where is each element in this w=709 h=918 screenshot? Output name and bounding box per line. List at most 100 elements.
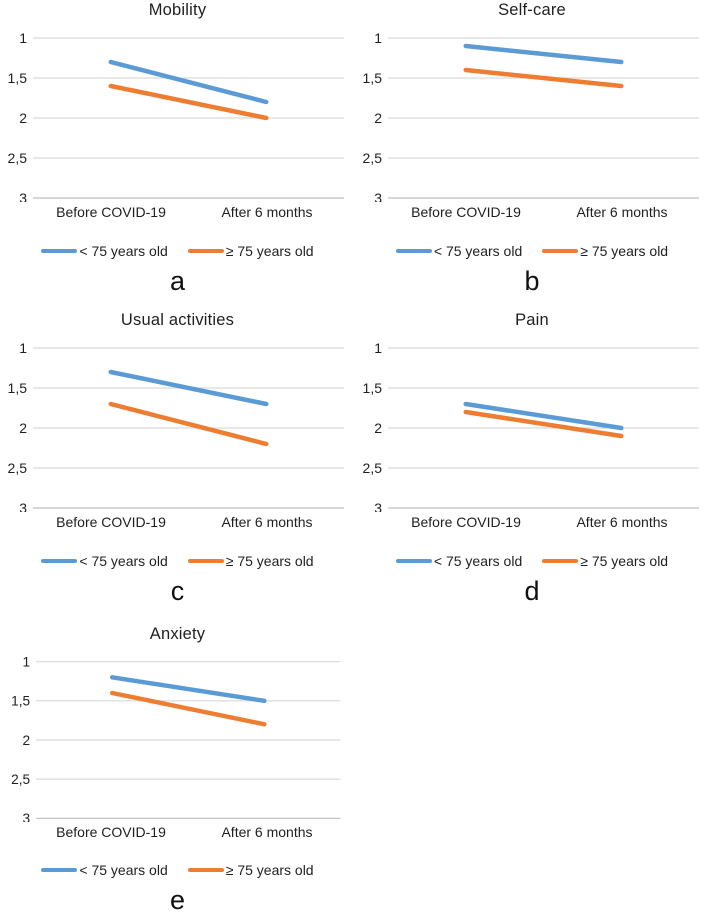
y-tick-label: 1 bbox=[19, 30, 27, 46]
x-category-label: After 6 months bbox=[221, 514, 313, 530]
y-tick-label: 2 bbox=[23, 732, 31, 747]
legend-label: ≥ 75 years old bbox=[580, 553, 669, 569]
legend-line-swatch-blue bbox=[41, 248, 78, 254]
legend-line-swatch-blue bbox=[395, 558, 432, 564]
legend-item-under-75: < 75 years old bbox=[395, 553, 523, 569]
legend-label: ≥ 75 years old bbox=[225, 553, 314, 569]
y-tick-label: 1,5 bbox=[363, 380, 383, 396]
legend: < 75 years old ≥ 75 years old bbox=[0, 857, 355, 882]
x-axis-labels: Before COVID-19 After 6 months bbox=[388, 512, 700, 534]
legend-label: < 75 years old bbox=[79, 862, 168, 878]
x-category-label: Before COVID-19 bbox=[56, 514, 166, 530]
chart-title: Mobility bbox=[148, 1, 207, 19]
series-line-under-75 bbox=[108, 59, 269, 105]
chart-anxiety: Anxiety 1 1,5 2 2,5 3 Before COVID-19 After … bbox=[0, 610, 355, 918]
legend-item-over-75: ≥ 75 years old bbox=[542, 243, 668, 259]
y-tick-label: 2,5 bbox=[8, 150, 28, 166]
y-tick-label: 1 bbox=[23, 654, 31, 669]
x-category-label: After 6 months bbox=[576, 514, 668, 530]
x-category-label: Before COVID-19 bbox=[56, 204, 166, 220]
legend-line-swatch-orange bbox=[187, 867, 224, 873]
plot-area: 1 1,5 2 2,5 3 bbox=[8, 340, 344, 512]
panel-letter: b bbox=[524, 266, 540, 296]
x-axis-labels: Before COVID-19 After 6 months bbox=[33, 512, 345, 534]
empty-cell bbox=[355, 610, 709, 918]
x-category-label: Before COVID-19 bbox=[411, 204, 521, 220]
chart-title: Usual activities bbox=[120, 311, 235, 329]
y-tick-label: 2,5 bbox=[8, 460, 28, 476]
y-tick-label: 1 bbox=[19, 340, 27, 356]
x-category-label: Before COVID-19 bbox=[56, 823, 166, 840]
legend-label: ≥ 75 years old bbox=[225, 862, 314, 878]
chart-usual-activities: Usual activities 1 1,5 2 2,5 3 Before COVID-… bbox=[0, 300, 355, 610]
plot-area: 1 1,5 2 2,5 3 bbox=[363, 30, 699, 202]
y-tick-label: 1,5 bbox=[11, 693, 30, 708]
legend: < 75 years old ≥ 75 years old bbox=[355, 238, 709, 264]
y-tick-label: 1 bbox=[374, 30, 382, 46]
legend-line-swatch-orange bbox=[542, 558, 579, 564]
legend-line-swatch-blue bbox=[41, 558, 78, 564]
legend: < 75 years old ≥ 75 years old bbox=[0, 238, 355, 264]
y-tick-label: 3 bbox=[374, 190, 382, 202]
legend-label: ≥ 75 years old bbox=[580, 243, 669, 259]
y-tick-label: 1,5 bbox=[8, 70, 28, 86]
legend-label: ≥ 75 years old bbox=[225, 243, 314, 259]
legend-line-swatch-orange bbox=[187, 248, 224, 254]
legend-item-under-75: < 75 years old bbox=[41, 243, 168, 259]
series-line-over-75 bbox=[463, 67, 624, 89]
series-line-under-75 bbox=[108, 369, 269, 407]
y-tick-label: 2,5 bbox=[11, 772, 30, 787]
legend-line-swatch-blue bbox=[395, 248, 432, 254]
x-axis-labels: Before COVID-19 After 6 months bbox=[33, 822, 345, 844]
y-tick-label: 3 bbox=[19, 190, 27, 202]
legend-line-swatch-blue bbox=[41, 867, 78, 873]
legend-item-under-75: < 75 years old bbox=[395, 243, 523, 259]
y-tick-label: 1,5 bbox=[363, 70, 383, 86]
y-tick-label: 2 bbox=[19, 420, 27, 436]
series-line-under-75 bbox=[109, 674, 267, 703]
y-tick-label: 2 bbox=[19, 110, 27, 126]
panel-letter: d bbox=[524, 576, 540, 606]
chart-pain: Pain 1 1,5 2 2,5 3 Before COVID-19 After 6 m… bbox=[355, 300, 709, 610]
y-tick-label: 2,5 bbox=[363, 150, 383, 166]
panel-letter: c bbox=[170, 576, 185, 606]
chart-title: Self-care bbox=[498, 1, 566, 19]
series-line-over-75 bbox=[108, 401, 269, 447]
legend-item-over-75: ≥ 75 years old bbox=[187, 553, 314, 569]
legend-item-over-75: ≥ 75 years old bbox=[187, 862, 314, 878]
legend-label: < 75 years old bbox=[433, 553, 523, 569]
chart-title: Pain bbox=[515, 311, 549, 329]
y-tick-label: 1 bbox=[374, 340, 382, 356]
legend: < 75 years old ≥ 75 years old bbox=[355, 548, 709, 574]
y-tick-label: 2 bbox=[374, 110, 382, 126]
x-category-label: After 6 months bbox=[576, 204, 668, 220]
y-tick-label: 2,5 bbox=[363, 460, 383, 476]
legend-item-over-75: ≥ 75 years old bbox=[542, 553, 668, 569]
series-line-under-75 bbox=[463, 401, 624, 431]
chart-mobility: Mobility 1 1,5 2 2,5 3 Before COVID-19 After… bbox=[0, 0, 355, 300]
chart-title: Anxiety bbox=[149, 625, 206, 643]
legend-label: < 75 years old bbox=[433, 243, 523, 259]
legend-item-over-75: ≥ 75 years old bbox=[187, 243, 314, 259]
series-line-over-75 bbox=[463, 409, 624, 439]
y-tick-label: 3 bbox=[374, 500, 382, 512]
legend-label: < 75 years old bbox=[79, 553, 168, 569]
legend-line-swatch-orange bbox=[542, 248, 579, 254]
plot-area: 1 1,5 2 2,5 3 bbox=[8, 30, 344, 202]
panel-letter: e bbox=[169, 884, 186, 915]
y-tick-label: 2 bbox=[374, 420, 382, 436]
y-tick-label: 3 bbox=[23, 811, 31, 822]
x-category-label: After 6 months bbox=[221, 204, 313, 220]
series-line-under-75 bbox=[463, 43, 624, 65]
x-axis-labels: Before COVID-19 After 6 months bbox=[388, 202, 700, 224]
x-category-label: After 6 months bbox=[221, 823, 313, 840]
legend-line-swatch-orange bbox=[187, 558, 224, 564]
legend-label: < 75 years old bbox=[79, 243, 168, 259]
y-tick-label: 1,5 bbox=[8, 380, 28, 396]
plot-area: 1 1,5 2 2,5 3 bbox=[363, 340, 699, 512]
series-line-over-75 bbox=[108, 83, 269, 121]
series-line-over-75 bbox=[109, 690, 267, 727]
chart-self-care: Self-care 1 1,5 2 2,5 3 Before COVID-19 Afte… bbox=[355, 0, 709, 300]
panel-letter: a bbox=[169, 266, 186, 296]
